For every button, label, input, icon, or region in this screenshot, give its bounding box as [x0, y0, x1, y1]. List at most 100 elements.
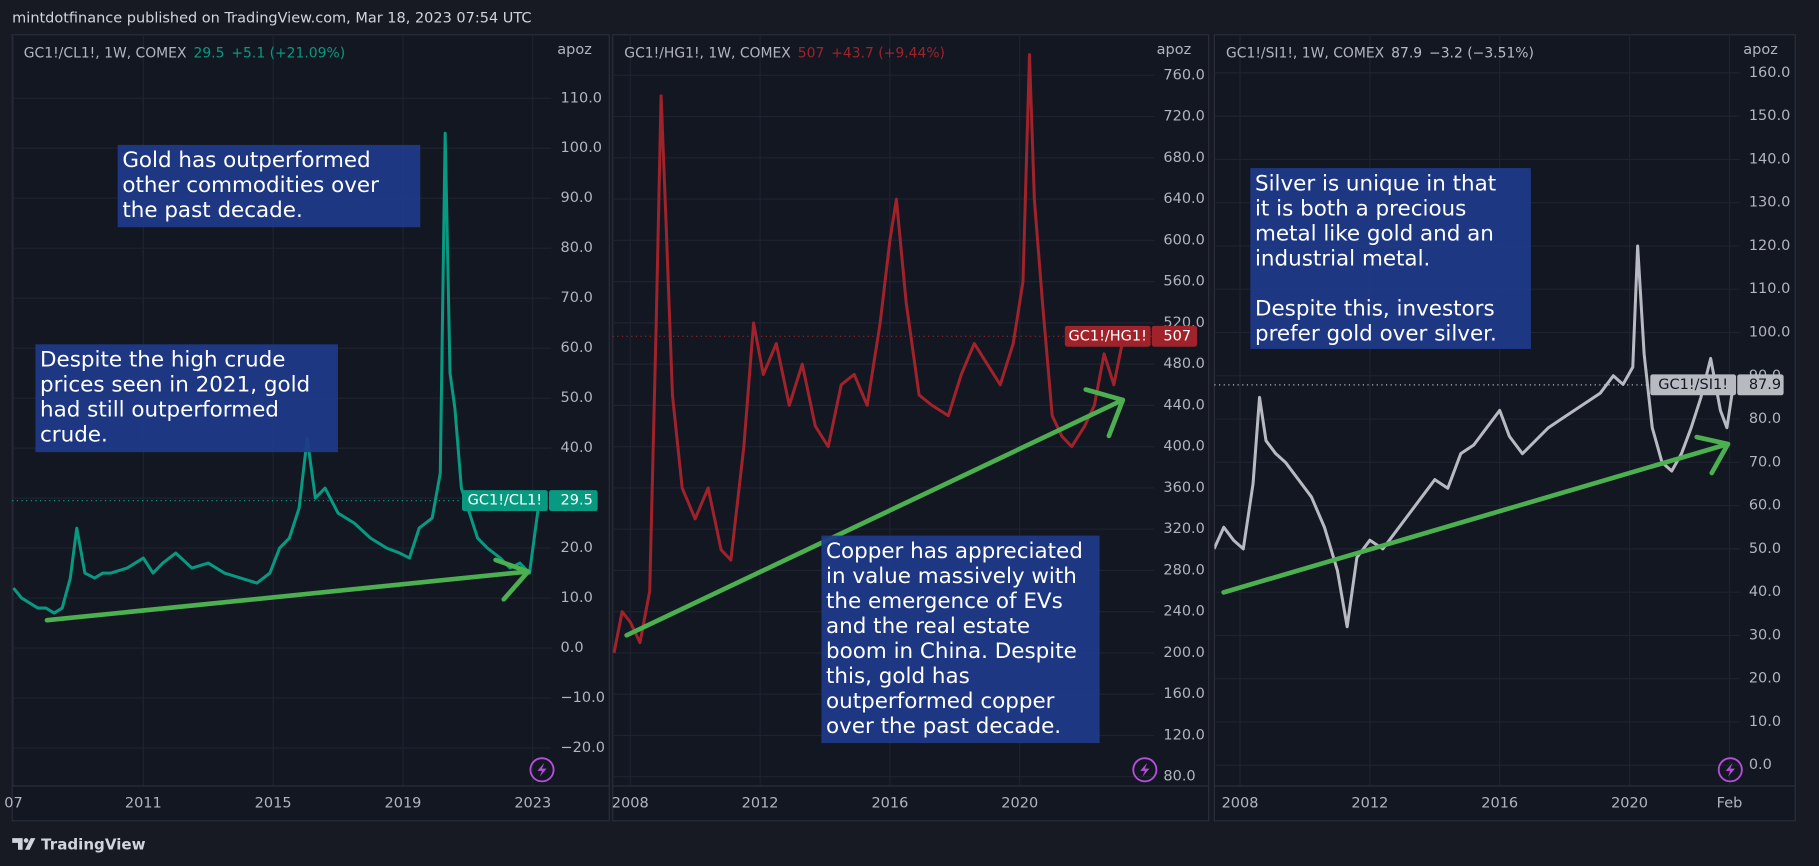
- price-tag-label: 87.9: [1749, 377, 1781, 393]
- y-tick-label: 110.0: [561, 90, 602, 106]
- annotation-text: boom in China. Despite: [826, 639, 1077, 664]
- annotation-text: Despite the high crude: [40, 348, 285, 373]
- y-tick-label: 10.0: [561, 590, 593, 606]
- y-tick-label: 320.0: [1163, 521, 1204, 537]
- y-tick-label: 640.0: [1163, 191, 1204, 207]
- legend-title: GC1!/CL1!, 1W, COMEX: [24, 45, 187, 61]
- y-tick-label: 80.0: [1749, 411, 1781, 427]
- trend-arrow: [624, 397, 1126, 638]
- y-tick-label: 200.0: [1163, 645, 1204, 661]
- x-tick-label: 07: [4, 795, 22, 811]
- y-tick-label: 60.0: [1749, 498, 1781, 514]
- x-tick-label: 2020: [1001, 795, 1038, 811]
- y-tick-label: −10.0: [561, 690, 605, 706]
- price-tag: [1737, 374, 1784, 396]
- y-tick-label: 680.0: [1163, 150, 1204, 166]
- y-tick-label: 70.0: [1749, 454, 1781, 470]
- annotation-text: prices seen in 2021, gold: [40, 373, 310, 398]
- y-tick-label: 120.0: [1163, 727, 1204, 743]
- y-tick-label: 70.0: [561, 290, 593, 306]
- y-tick-label: 20.0: [1749, 671, 1781, 687]
- trend-arrow-head: [1083, 387, 1126, 439]
- price-line: [12, 131, 541, 615]
- y-tick-label: 100.0: [561, 140, 602, 156]
- legend-title: GC1!/SI1!, 1W, COMEX: [1226, 45, 1385, 61]
- chart-panel: −20.0−10.00.010.020.030.040.050.060.070.…: [4, 34, 610, 822]
- annotation-text: the emergence of EVs: [826, 589, 1063, 614]
- legend-last-value: 507: [798, 45, 825, 61]
- trend-arrow: [1221, 441, 1731, 595]
- x-tick-label: 2023: [514, 795, 551, 811]
- y-tick-label: 160.0: [1163, 686, 1204, 702]
- y-axis-unit: apoz: [1743, 42, 1778, 58]
- y-tick-label: 440.0: [1163, 397, 1204, 413]
- x-tick-label: 2020: [1611, 795, 1648, 811]
- price-tag-label: 507: [1163, 328, 1191, 344]
- annotation-text: Despite this, investors: [1255, 297, 1495, 322]
- legend-last-value: 87.9: [1391, 45, 1422, 61]
- y-tick-label: 90.0: [561, 190, 593, 206]
- y-tick-label: 400.0: [1163, 439, 1204, 455]
- annotation-text: prefer gold over silver.: [1255, 322, 1497, 347]
- lightning-bolt: [1725, 762, 1735, 777]
- y-tick-label: −20.0: [561, 740, 605, 756]
- lightning-icon: [529, 757, 555, 783]
- lightning-icon: [1717, 757, 1743, 783]
- symbol-tag: [1064, 325, 1151, 347]
- chart-panel: 80.0 120.0 160.0 200.0 240.0 280.0 320.0 360.0 4…: [612, 34, 1210, 822]
- symbol-tag-label: GC1!/SI1!: [1658, 377, 1728, 393]
- y-tick-label: 20.0: [561, 540, 593, 556]
- y-tick-label: 0.0: [1749, 757, 1772, 773]
- y-tick-label: 110.0: [1749, 281, 1790, 297]
- annotation-box: [821, 535, 1100, 744]
- annotation-text: Copper has appreciated: [826, 539, 1083, 564]
- trend-arrow-head: [1694, 434, 1731, 476]
- y-tick-label: 60.0: [561, 340, 593, 356]
- legend-header: GC1!/CL1!, 1W, COMEX 29.5 +5.1 (+21.09%): [24, 45, 345, 61]
- x-tick-label: 2016: [871, 795, 908, 811]
- annotation-text: the past decade.: [122, 198, 302, 223]
- y-tick-label: 240.0: [1163, 604, 1204, 620]
- price-line: [612, 53, 1126, 654]
- legend-change: +43.7 (+9.44%): [831, 45, 945, 61]
- y-tick-label: 360.0: [1163, 480, 1204, 496]
- symbol-tag-label: GC1!/HG1!: [1069, 328, 1147, 344]
- legend-title: GC1!/HG1!, 1W, COMEX: [624, 45, 791, 61]
- y-tick-label: 160.0: [1749, 65, 1790, 81]
- legend-header: GC1!/HG1!, 1W, COMEX 507 +43.7 (+9.44%): [624, 45, 945, 61]
- y-tick-label: 480.0: [1163, 356, 1204, 372]
- y-tick-label: 30.0: [1749, 627, 1781, 643]
- annotation-box: [117, 144, 421, 228]
- price-tag-label: 29.5: [561, 493, 593, 509]
- price-tag: [548, 490, 598, 512]
- y-tick-label: 50.0: [1749, 541, 1781, 557]
- symbol-tag-label: GC1!/CL1!: [468, 493, 542, 509]
- annotation-text: metal like gold and an: [1255, 221, 1494, 246]
- trend-arrow: [44, 569, 531, 623]
- trend-arrow-head: [493, 557, 531, 602]
- y-tick-label: 40.0: [561, 440, 593, 456]
- lightning-icon: [1132, 757, 1158, 783]
- price-tag: [1151, 325, 1198, 347]
- annotation-text: outperformed copper: [826, 689, 1055, 714]
- y-tick-label: 720.0: [1163, 109, 1204, 125]
- y-tick-label: 600.0: [1163, 232, 1204, 248]
- y-tick-label: 120.0: [1749, 238, 1790, 254]
- annotation-text: crude.: [40, 423, 108, 448]
- footer-logo: [12, 838, 36, 850]
- y-tick-label: 80.0: [1163, 769, 1195, 785]
- annotation-text: it is both a precious: [1255, 196, 1466, 221]
- footer-brand: TradingView: [41, 836, 145, 854]
- x-tick-label: 2008: [1222, 795, 1259, 811]
- annotation-text: over the past decade.: [826, 714, 1061, 739]
- annotation-box: [1250, 168, 1531, 349]
- publish-header: mintdotfinance published on TradingView.…: [12, 11, 531, 27]
- y-tick-label: 130.0: [1749, 195, 1790, 211]
- y-tick-label: 0.0: [561, 640, 584, 656]
- y-axis-unit: apoz: [557, 42, 592, 58]
- y-tick-label: 40.0: [1749, 584, 1781, 600]
- symbol-tag: [462, 490, 548, 512]
- x-tick-label: 2019: [385, 795, 422, 811]
- lightning-bolt: [1140, 762, 1150, 777]
